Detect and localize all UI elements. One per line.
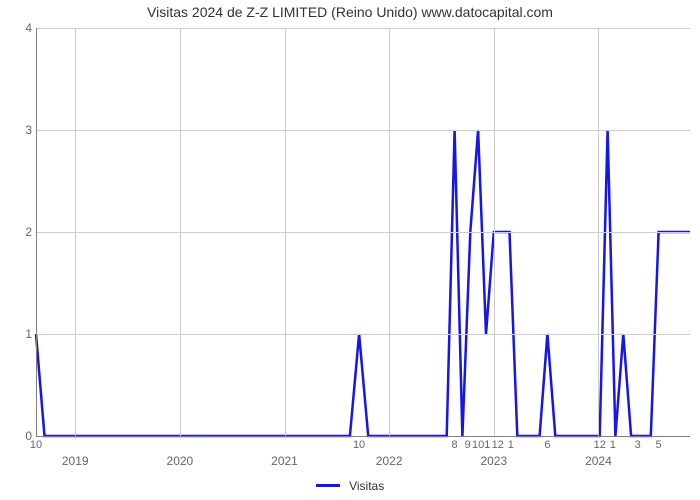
ytick-label: 0 (8, 429, 32, 443)
point-label: 5 (656, 439, 662, 451)
ytick-label: 4 (8, 21, 32, 35)
grid-line-v (598, 28, 599, 436)
chart-container: Visitas 2024 de Z-Z LIMITED (Reino Unido… (0, 0, 700, 500)
point-label: 3 (635, 439, 641, 451)
grid-line-h (36, 28, 690, 29)
xtick-label: 2023 (480, 454, 507, 468)
line-series (36, 130, 690, 436)
x-axis-line (36, 436, 690, 437)
grid-line-v (285, 28, 286, 436)
xtick-label: 2022 (376, 454, 403, 468)
grid-line-h (36, 130, 690, 131)
xtick-label: 2020 (167, 454, 194, 468)
ytick-label: 2 (8, 225, 32, 239)
grid-line-v (75, 28, 76, 436)
ytick-label: 3 (8, 123, 32, 137)
point-label: 6 (544, 439, 550, 451)
grid-line-v (180, 28, 181, 436)
ytick-label: 1 (8, 327, 32, 341)
grid-line-v (389, 28, 390, 436)
grid-line-h (36, 232, 690, 233)
point-label: 1 (508, 439, 514, 451)
legend-label: Visitas (349, 479, 384, 493)
point-label: 10 (30, 439, 42, 451)
grid-line-v (494, 28, 495, 436)
point-label: 12 (492, 439, 504, 451)
point-label: 1 (484, 439, 490, 451)
plot-area (36, 28, 690, 436)
legend-swatch (316, 484, 340, 487)
y-axis-line (36, 28, 37, 436)
legend: Visitas (0, 478, 700, 493)
xtick-label: 2024 (585, 454, 612, 468)
point-label: 9 (465, 439, 471, 451)
chart-title: Visitas 2024 de Z-Z LIMITED (Reino Unido… (0, 4, 700, 20)
point-label: 10 (472, 439, 484, 451)
point-label: 12 (594, 439, 606, 451)
point-label: 10 (353, 439, 365, 451)
grid-line-h (36, 334, 690, 335)
point-label: 1 (610, 439, 616, 451)
point-label: 8 (451, 439, 457, 451)
xtick-label: 2019 (62, 454, 89, 468)
xtick-label: 2021 (271, 454, 298, 468)
